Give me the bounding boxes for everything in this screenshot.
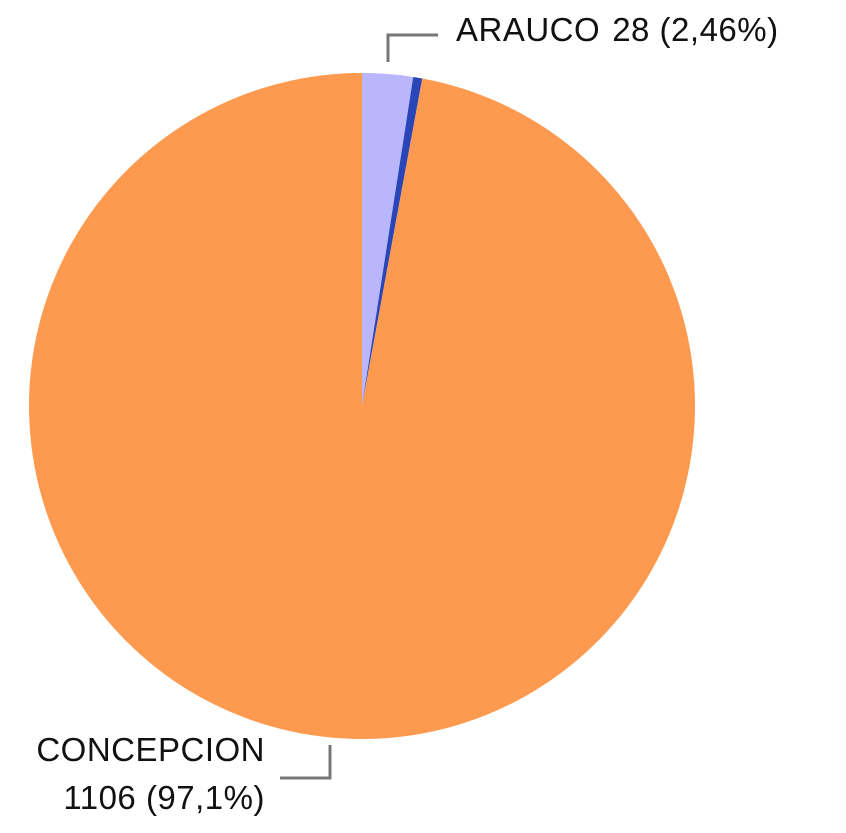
value-label: 1106 (97,1%) [63,779,265,816]
labels: ARAUCO 28 (2,46%) CONCEPCION 1106 (97,1%) [36,11,778,816]
slice-label: CONCEPCION 1106 (97,1%) [36,731,265,816]
pie-slice [362,73,414,406]
pie-slice [362,76,423,406]
pie [29,73,696,739]
slice-label: ARAUCO 28 (2,46%) [456,11,779,48]
category-name: ARAUCO [456,11,600,48]
pie-slice [29,73,696,739]
leader-line [386,33,438,62]
value-label: 28 (2,46%) [612,11,778,48]
leader-line [280,745,332,780]
category-name: CONCEPCION [36,731,265,768]
